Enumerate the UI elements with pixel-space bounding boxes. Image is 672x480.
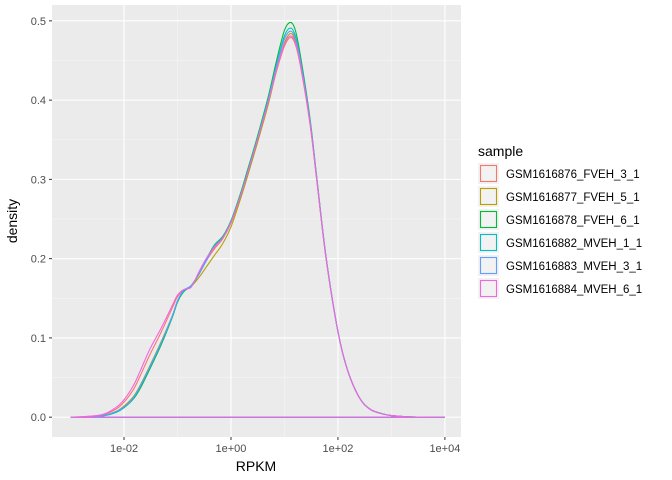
- legend-key-swatch: [479, 279, 498, 298]
- legend-label: GSM1616883_MVEH_3_1: [506, 261, 642, 273]
- y-tick-label: 0.1: [31, 333, 46, 345]
- legend-key-bg: [478, 255, 499, 276]
- legend-key-bg: [478, 209, 499, 230]
- legend-title: sample: [478, 143, 523, 159]
- x-tick-label: 1e+00: [216, 443, 247, 455]
- legend-key-swatch: [479, 210, 498, 229]
- legend-key-bg: [478, 232, 499, 253]
- y-tick-label: 0.5: [31, 16, 46, 28]
- legend-key-bg: [478, 278, 499, 299]
- series-line-GSM1616884_MVEH_6_1: [70, 35, 445, 418]
- axes: 1e-02 1e+00 1e+02 1e+04 0.0 0.1 0.2 0.3 0.4 0.5: [31, 16, 461, 455]
- legend-key-bg: [478, 186, 499, 207]
- legend: sample GSM1616876_FVEH_3_1 GSM1616877_FVE…: [478, 143, 642, 299]
- y-tick-label: 0.3: [31, 174, 46, 186]
- x-tick-label: 1e+04: [429, 443, 460, 455]
- x-axis-title: RPKM: [236, 458, 276, 474]
- legend-label: GSM1616882_MVEH_1_1: [506, 238, 642, 250]
- plot-panel: [52, 5, 461, 437]
- x-tick-label: 1e-02: [110, 443, 138, 455]
- legend-key-bg: [478, 163, 499, 184]
- legend-key-swatch: [479, 164, 498, 183]
- y-tick-label: 0.0: [31, 412, 46, 424]
- legend-key-swatch: [479, 187, 498, 206]
- y-axis-title: density: [4, 199, 20, 243]
- legend-label: GSM1616876_FVEH_3_1: [506, 169, 640, 181]
- y-tick-label: 0.4: [31, 95, 46, 107]
- series-lines: [70, 21, 445, 418]
- legend-label: GSM1616884_MVEH_6_1: [506, 284, 642, 296]
- legend-key-swatch: [479, 256, 498, 275]
- x-tick-label: 1e+02: [322, 443, 353, 455]
- y-tick-label: 0.2: [31, 254, 46, 266]
- legend-label: GSM1616878_FVEH_6_1: [506, 215, 640, 227]
- legend-label: GSM1616877_FVEH_5_1: [506, 192, 640, 204]
- legend-key-swatch: [479, 233, 498, 252]
